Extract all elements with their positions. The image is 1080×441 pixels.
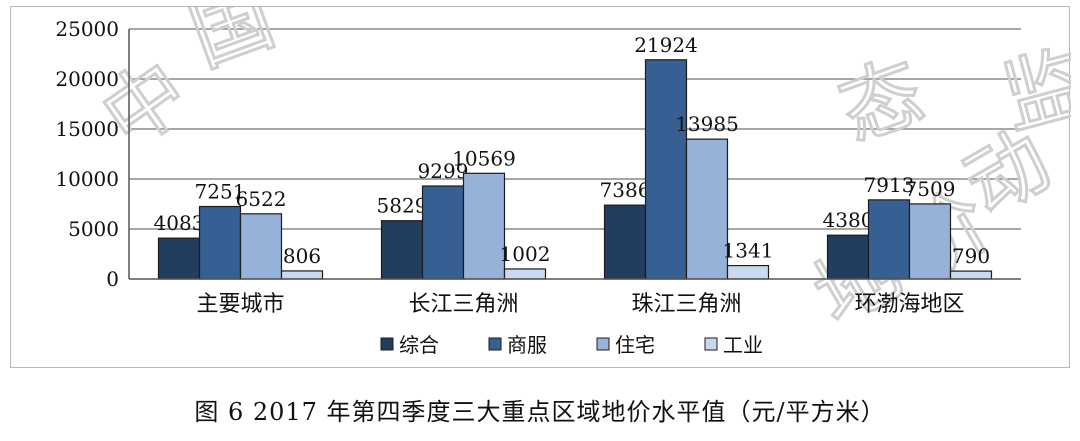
watermark-glyph: 态 [828, 44, 935, 159]
watermark-glyph: 中 [86, 43, 205, 165]
bar [603, 204, 647, 280]
legend-swatch [488, 337, 502, 351]
data-label: 13985 [675, 112, 739, 136]
data-label: 1341 [723, 239, 774, 263]
bar [949, 270, 993, 280]
axes: 0 5000 10000 15000 20000 25000 主要城市 长江三角洲 珠江三角洲 环… [55, 17, 1021, 317]
bar [644, 59, 688, 280]
y-tick-label: 5000 [68, 217, 119, 241]
data-label: 10569 [452, 146, 516, 170]
data-label: 790 [952, 244, 990, 268]
bar [462, 172, 506, 280]
data-label: 7251 [195, 179, 246, 203]
y-tick-label: 15000 [55, 117, 119, 141]
category-label: 长江三角洲 [408, 292, 518, 317]
bar-chart: 中国地价动态监 40837251652280658299299105691002… [55, 7, 1071, 357]
legend: 综合 商服 住宅 工业 [380, 333, 763, 357]
legend-label: 工业 [723, 333, 763, 357]
bar [157, 237, 201, 280]
y-tick-label: 10000 [55, 167, 119, 191]
legend-swatch [380, 337, 394, 351]
data-label: 21924 [634, 33, 698, 57]
data-label: 7386 [600, 178, 651, 202]
category-label: 珠江三角洲 [631, 292, 741, 317]
data-label: 4380 [823, 208, 874, 232]
y-tick-label: 20000 [55, 67, 119, 91]
data-label: 4083 [154, 211, 205, 235]
bar [280, 270, 324, 280]
data-label: 5829 [377, 194, 428, 218]
data-label: 6522 [236, 187, 287, 211]
legend-label: 商服 [507, 333, 547, 357]
bar [421, 185, 465, 280]
legend-label: 住宅 [615, 333, 655, 357]
bar [826, 234, 870, 280]
data-label: 1002 [500, 242, 551, 266]
bar [726, 264, 770, 280]
legend-swatch [596, 337, 610, 351]
y-tick-label: 25000 [55, 17, 119, 41]
watermark-glyph: 国 [178, 7, 285, 84]
bar [380, 220, 424, 280]
category-label: 环渤海地区 [854, 292, 964, 317]
bar [503, 268, 547, 280]
category-label: 主要城市 [196, 292, 284, 317]
data-label: 7913 [864, 173, 915, 197]
chart-frame: 中国地价动态监 40837251652280658299299105691002… [10, 6, 1071, 368]
data-label: 7509 [905, 177, 956, 201]
bar [867, 199, 911, 280]
bar [239, 213, 283, 280]
bar [685, 138, 729, 280]
bar [908, 203, 952, 280]
legend-swatch [704, 337, 718, 351]
figure-caption: 图 6 2017 年第四季度三大重点区域地价水平值（元/平方米） [194, 398, 886, 426]
legend-label: 综合 [399, 333, 439, 357]
data-label: 9299 [418, 159, 469, 183]
bar [198, 205, 242, 280]
data-label: 806 [283, 244, 321, 268]
y-tick-label: 0 [106, 267, 119, 291]
